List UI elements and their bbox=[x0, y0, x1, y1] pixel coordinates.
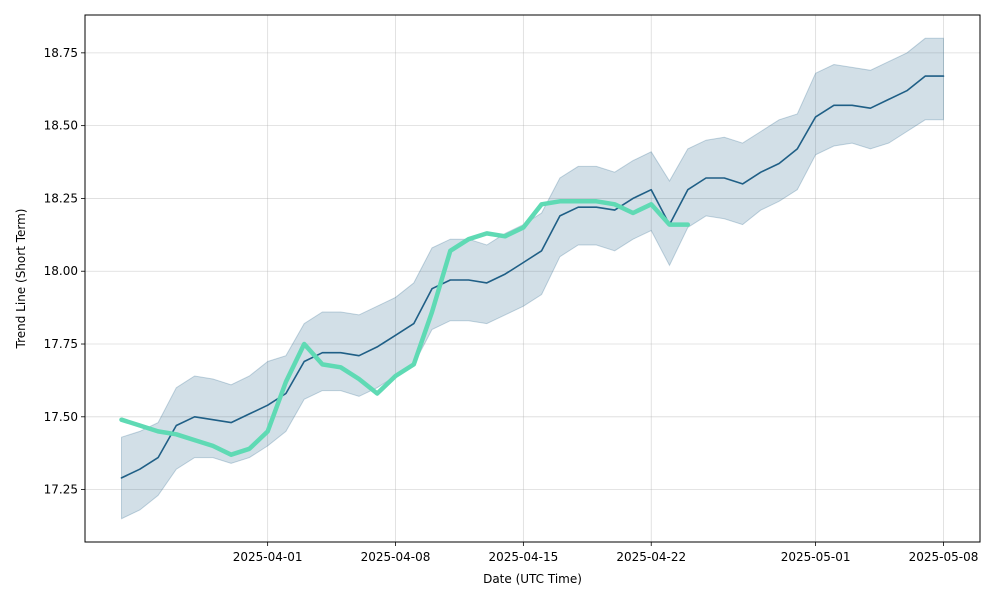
y-tick-label: 17.75 bbox=[44, 337, 78, 351]
series-lines bbox=[119, 75, 945, 479]
grid bbox=[85, 15, 980, 542]
x-axis-label: Date (UTC Time) bbox=[483, 572, 582, 586]
series-line-2 bbox=[119, 199, 691, 457]
y-tick-label: 18.25 bbox=[44, 191, 78, 205]
x-tick-label: 2025-04-08 bbox=[361, 550, 431, 564]
x-tick-label: 2025-04-22 bbox=[616, 550, 686, 564]
x-tick-label: 2025-05-08 bbox=[909, 550, 979, 564]
series-line-1 bbox=[120, 75, 945, 479]
y-tick-label: 18.75 bbox=[44, 46, 78, 60]
confidence-band bbox=[121, 37, 944, 520]
y-axis-label: Trend Line (Short Term) bbox=[14, 209, 28, 350]
y-tick-label: 17.25 bbox=[44, 483, 78, 497]
x-tick-label: 2025-05-01 bbox=[781, 550, 851, 564]
y-tick-label: 18.50 bbox=[44, 119, 78, 133]
y-tick-label: 17.50 bbox=[44, 410, 78, 424]
plot-frame bbox=[84, 14, 981, 543]
y-tick-label: 18.00 bbox=[44, 264, 78, 278]
x-tick-label: 2025-04-15 bbox=[488, 550, 558, 564]
x-tick-label: 2025-04-01 bbox=[233, 550, 303, 564]
band-area bbox=[121, 37, 944, 520]
axis-ticks: 2025-04-01 2025-04-08 2025-04-15 2025-04-22… bbox=[44, 46, 979, 564]
